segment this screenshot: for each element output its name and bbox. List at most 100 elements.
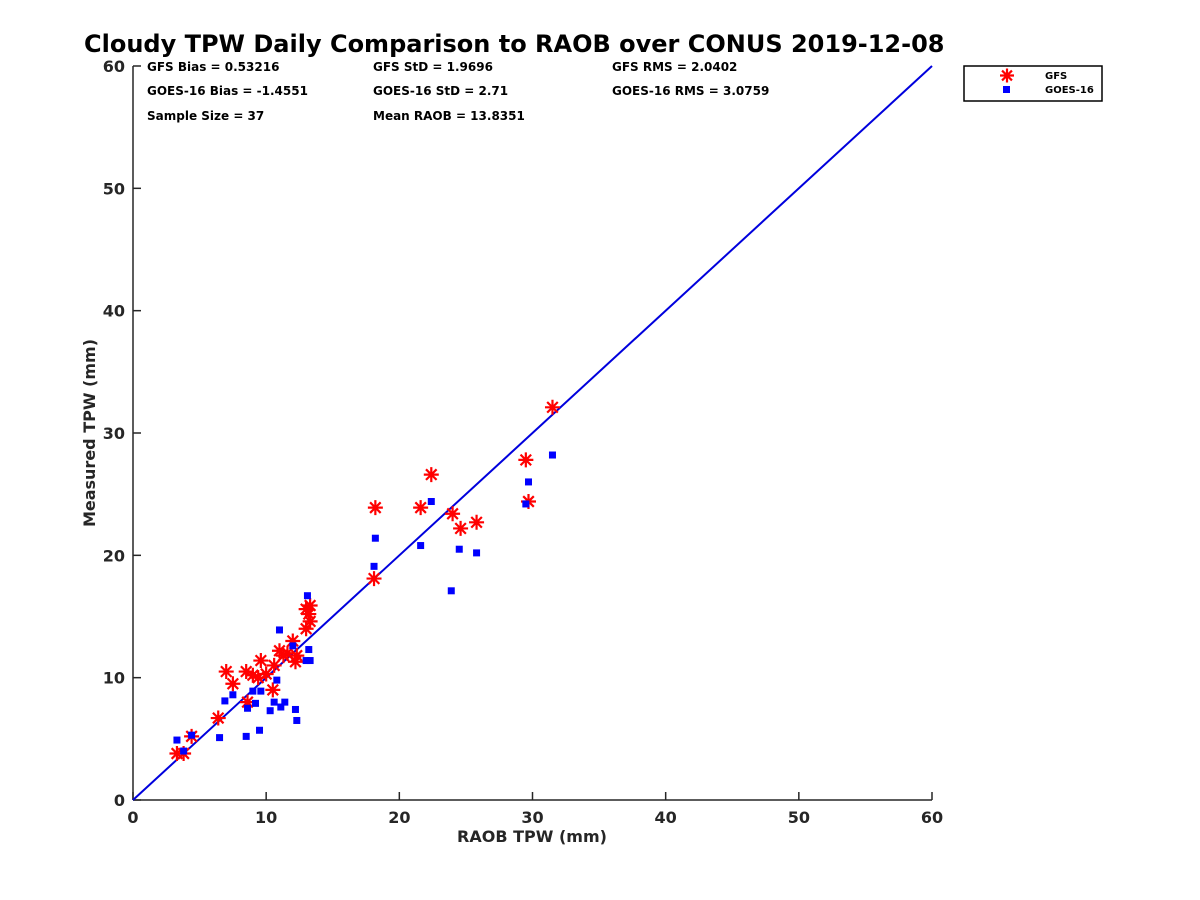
gfs-point-shape	[423, 467, 439, 483]
x-axis-label: RAOB TPW (mm)	[457, 827, 607, 846]
sample-size-stat: Sample Size = 37	[147, 109, 265, 123]
goes-rms-stat: GOES-16 RMS = 3.0759	[612, 84, 770, 98]
gfs-series	[169, 399, 560, 762]
gfs-point	[266, 657, 282, 673]
goes-point	[427, 498, 435, 506]
goes-bias-stat: GOES-16 Bias = -1.4551	[147, 84, 308, 98]
gfs-point-shape	[518, 452, 534, 468]
gfs-point-shape	[413, 500, 429, 516]
gfs-point-shape	[258, 666, 274, 682]
goes-point	[256, 726, 264, 734]
goes-point	[522, 500, 530, 508]
gfs-point	[218, 664, 234, 680]
gfs-point	[240, 694, 256, 710]
goes-point	[306, 657, 314, 665]
legend-gfs-label: GFS	[1045, 71, 1067, 82]
gfs-point	[453, 520, 469, 536]
x-tick-label: 60	[921, 808, 943, 827]
goes-point	[291, 705, 299, 713]
gfs-point-shape	[285, 633, 301, 649]
gfs-point-shape	[238, 664, 254, 680]
gfs-point	[301, 606, 317, 622]
goes-point	[289, 642, 297, 650]
goes-point	[242, 732, 250, 740]
legend-gfs-asterisk	[1000, 68, 1014, 83]
legend-goes-label: GOES-16	[1045, 85, 1094, 96]
goes-point	[252, 699, 260, 707]
gfs-point	[253, 653, 269, 669]
gfs-point	[302, 613, 318, 629]
x-tick-label: 30	[521, 808, 543, 827]
gfs-point-shape	[302, 597, 318, 613]
gfs-point-shape	[453, 520, 469, 536]
gfs-point	[367, 500, 383, 516]
gfs-point-shape	[225, 676, 241, 692]
gfs-point-shape	[289, 648, 305, 664]
gfs-point-shape	[265, 682, 281, 698]
goes-point	[275, 626, 283, 634]
y-tick-label: 60	[103, 57, 125, 76]
goes-point	[525, 478, 533, 486]
gfs-point-shape	[250, 670, 266, 686]
goes-point	[302, 657, 310, 665]
goes-point	[473, 549, 481, 557]
gfs-point-shape	[366, 571, 382, 587]
gfs-point-shape	[544, 399, 560, 415]
legend-goes-marker	[1003, 86, 1010, 93]
legend-box	[963, 65, 1103, 102]
gfs-point	[250, 670, 266, 686]
goes-point	[293, 716, 301, 724]
chart-title: Cloudy TPW Daily Comparison to RAOB over…	[84, 30, 945, 58]
gfs-point-shape	[210, 710, 226, 726]
goes-point	[305, 646, 313, 654]
gfs-point	[238, 664, 254, 680]
goes-point	[303, 592, 311, 600]
gfs-point-shape	[302, 613, 318, 629]
gfs-point-shape	[367, 500, 383, 516]
gfs-point-shape	[240, 694, 256, 710]
goes-point	[180, 747, 188, 755]
gfs-point-shape	[253, 653, 269, 669]
goes-point	[188, 731, 196, 739]
y-tick-label: 10	[103, 669, 125, 688]
gfs-point	[210, 710, 226, 726]
gfs-rms-stat: GFS RMS = 2.0402	[612, 60, 738, 74]
gfs-point	[245, 667, 261, 683]
x-tick-label: 20	[388, 808, 410, 827]
goes-point	[173, 736, 181, 744]
x-tick-label: 10	[255, 808, 277, 827]
x-tick-label: 40	[655, 808, 677, 827]
y-tick-label: 40	[103, 302, 125, 321]
y-tick-label: 0	[114, 791, 125, 810]
gfs-point	[413, 500, 429, 516]
gfs-point-shape	[469, 514, 485, 530]
gfs-point	[285, 633, 301, 649]
x-tick-label: 0	[127, 808, 138, 827]
goes-point	[244, 704, 252, 712]
gfs-point	[265, 682, 281, 698]
gfs-point-shape	[245, 667, 261, 683]
gfs-point	[544, 399, 560, 415]
gfs-point	[225, 676, 241, 692]
goes-point	[266, 707, 274, 715]
goes-point	[370, 562, 378, 570]
gfs-point	[279, 645, 295, 661]
goes-point	[417, 542, 425, 550]
goes-point	[229, 691, 237, 699]
goes-point	[371, 534, 379, 542]
gfs-point-shape	[279, 645, 295, 661]
gfs-point	[298, 621, 314, 637]
goes-point	[447, 587, 455, 595]
legend: GFS GOES-16	[963, 65, 1103, 102]
axis-ticks: 0 10 20 30 40 50 60 0 10 20 30 40 50 60	[103, 57, 943, 827]
y-axis-label: Measured TPW (mm)	[80, 339, 99, 527]
gfs-point	[289, 648, 305, 664]
gfs-point	[445, 506, 461, 522]
gfs-point-shape	[287, 654, 303, 670]
goes-point	[249, 687, 257, 695]
y-tick-label: 30	[103, 424, 125, 443]
goes-point	[277, 703, 285, 711]
goes-point	[216, 734, 224, 742]
goes-point	[548, 451, 556, 459]
